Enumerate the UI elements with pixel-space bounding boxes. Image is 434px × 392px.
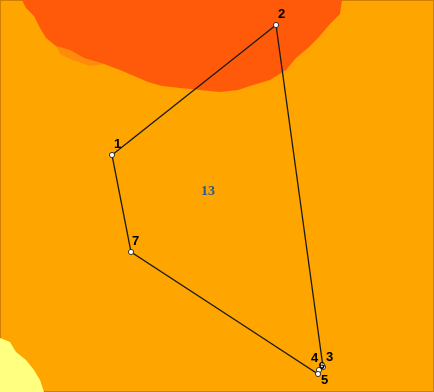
corner-zone [0,338,44,392]
vertex-label-7: 7 [132,233,139,248]
vertex-marker-6[interactable] [319,362,325,368]
vertex-label-5: 5 [321,372,328,387]
vertex-label-2: 2 [278,6,285,21]
vertex-marker-5[interactable] [315,371,321,377]
top-zone [22,0,342,92]
vertex-label-4: 4 [311,350,319,365]
zone-label: 13 [201,184,215,199]
vertex-label-3: 3 [326,349,333,364]
vertex-marker-2[interactable] [273,22,279,28]
vertex-label-6: 6 [319,361,325,372]
vertex-marker-7[interactable] [128,249,134,255]
vertex-marker-1[interactable] [109,152,115,158]
vertex-label-1: 1 [114,136,121,151]
top-zone-edge [56,46,104,66]
